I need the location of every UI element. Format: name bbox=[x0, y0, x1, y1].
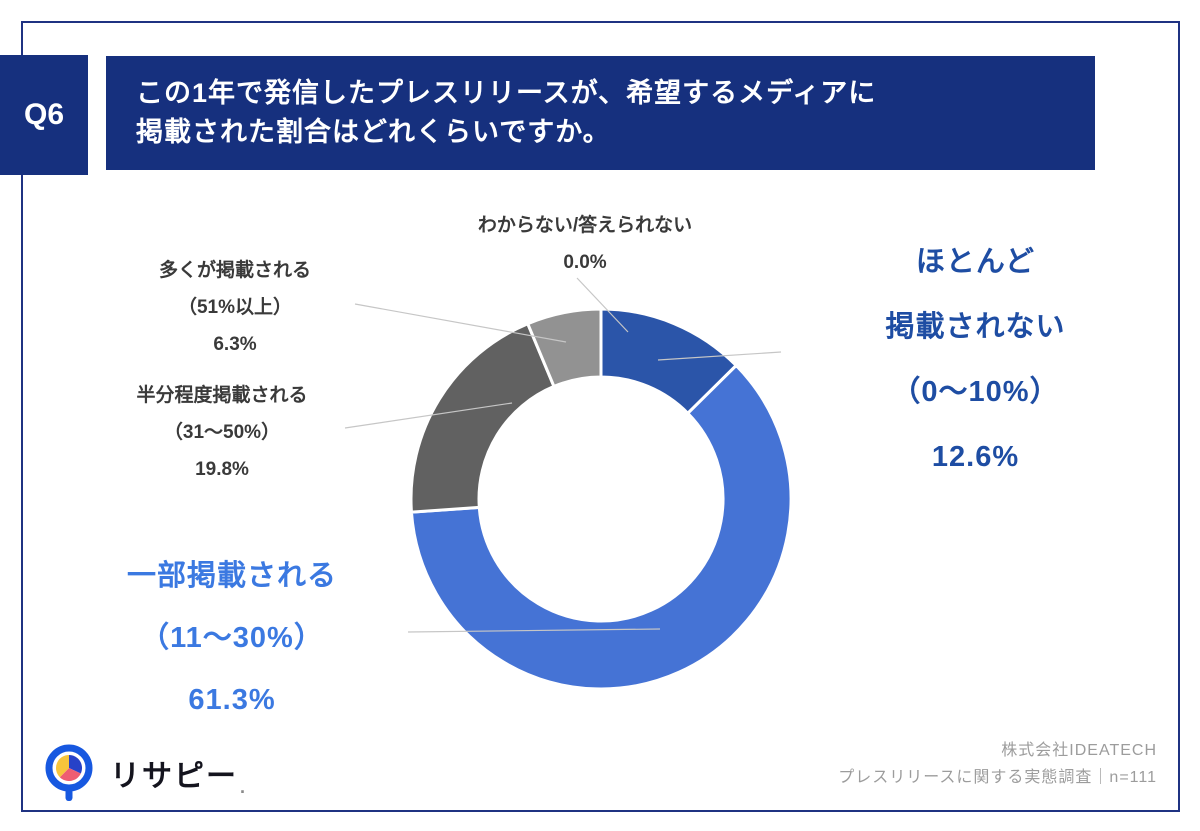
callout-most: 多くが掲載される （51%以上） 6.3% bbox=[110, 252, 360, 363]
callout-almost-none-label1: ほとんど bbox=[915, 246, 1036, 278]
question-number: Q6 bbox=[23, 98, 65, 131]
risapy-logo-dot: . bbox=[240, 777, 246, 797]
callout-most-pct: 6.3% bbox=[213, 334, 257, 355]
donut-chart bbox=[391, 289, 811, 709]
risapy-logo-text: リサピー bbox=[110, 760, 238, 793]
credit-company: 株式会社IDEATECH bbox=[1001, 742, 1157, 759]
question-banner: この1年で発信したプレスリリースが、希望するメディアに 掲載された割合はどれくら… bbox=[106, 56, 1095, 170]
donut-segment bbox=[409, 363, 793, 691]
callout-partial-range: （11〜30%） bbox=[140, 622, 324, 654]
callout-unknown-label: わからない/答えられない bbox=[477, 215, 693, 236]
callout-partial-label: 一部掲載される bbox=[126, 560, 337, 592]
callout-unknown: わからない/答えられない 0.0% bbox=[435, 207, 735, 281]
callout-unknown-pct: 0.0% bbox=[563, 252, 607, 273]
callout-almost-none: ほとんど 掲載されない （0〜10%） 12.6% bbox=[828, 230, 1123, 490]
donut-chart-svg bbox=[409, 307, 793, 691]
callout-half-pct: 19.8% bbox=[195, 459, 249, 480]
credit-survey: プレスリリースに関する実態調査｜n=111 bbox=[838, 769, 1157, 786]
callout-partial-pct: 61.3% bbox=[188, 684, 276, 716]
callout-almost-none-label2: 掲載されない bbox=[885, 311, 1066, 343]
question-title-line2: 掲載された割合はどれくらいですか。 bbox=[136, 117, 611, 147]
callout-partial: 一部掲載される （11〜30%） 61.3% bbox=[87, 545, 377, 731]
callout-half: 半分程度掲載される （31〜50%） 19.8% bbox=[97, 377, 347, 488]
risapy-logo: リサピー . bbox=[42, 742, 245, 804]
credit-text: 株式会社IDEATECH プレスリリースに関する実態調査｜n=111 bbox=[838, 737, 1157, 791]
callout-most-label: 多くが掲載される bbox=[158, 260, 311, 281]
question-title-line1: この1年で発信したプレスリリースが、希望するメディアに bbox=[136, 78, 877, 108]
callout-almost-none-range: （0〜10%） bbox=[891, 376, 1060, 408]
risapy-logo-icon bbox=[45, 744, 93, 801]
callout-half-range: （31〜50%） bbox=[163, 422, 281, 443]
donut-segment bbox=[409, 321, 556, 514]
callout-half-label: 半分程度掲載される bbox=[136, 385, 308, 406]
question-number-box: Q6 bbox=[0, 55, 88, 175]
callout-most-range: （51%以上） bbox=[177, 297, 293, 318]
callout-almost-none-pct: 12.6% bbox=[931, 441, 1020, 473]
